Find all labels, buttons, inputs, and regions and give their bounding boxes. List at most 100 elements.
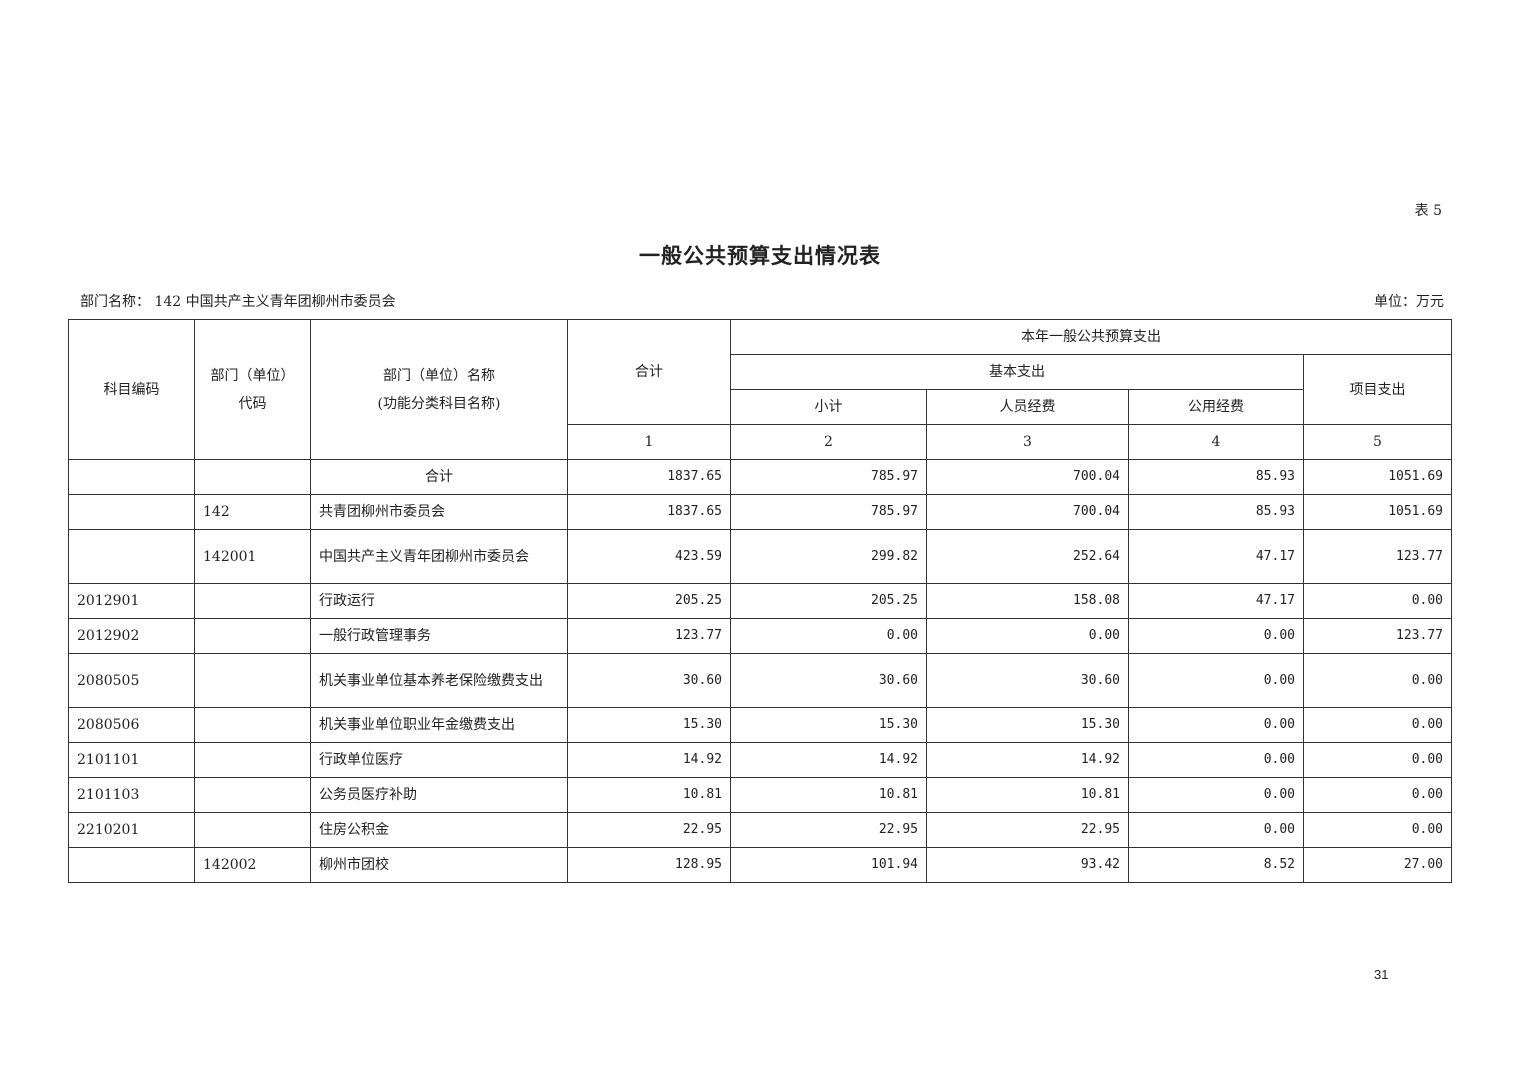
cell-public: 47.17 <box>1128 529 1304 584</box>
cell-total: 15.30 <box>567 707 731 743</box>
unit-label: 单位：万元 <box>1374 294 1444 310</box>
cell-total: 128.95 <box>567 847 731 883</box>
cell-subtotal: 14.92 <box>730 742 927 778</box>
cell-project: 1051.69 <box>1303 459 1452 495</box>
cell-dept-name: 机关事业单位职业年金缴费支出 <box>310 707 568 743</box>
cell-public: 0.00 <box>1128 742 1304 778</box>
cell-project: 0.00 <box>1303 583 1452 619</box>
cell-dept-code <box>194 618 311 654</box>
cell-subject-code: 2101103 <box>68 777 195 813</box>
cell-subject-code <box>68 494 195 530</box>
cell-project: 0.00 <box>1303 812 1452 848</box>
header-dept-name: 部门（单位）名称 (功能分类科目名称) <box>310 319 568 460</box>
cell-dept-code <box>194 653 311 708</box>
cell-public: 0.00 <box>1128 707 1304 743</box>
cell-total: 123.77 <box>567 618 731 654</box>
cell-total: 10.81 <box>567 777 731 813</box>
header-total: 合计 <box>567 319 731 425</box>
cell-personnel: 700.04 <box>926 494 1129 530</box>
cell-public: 0.00 <box>1128 812 1304 848</box>
cell-personnel: 30.60 <box>926 653 1129 708</box>
cell-dept-code <box>194 459 311 495</box>
cell-total: 1837.65 <box>567 459 731 495</box>
cell-dept-code <box>194 777 311 813</box>
table-number: 表 5 <box>1414 203 1442 219</box>
cell-dept-name: 共青团柳州市委员会 <box>310 494 568 530</box>
cell-public: 47.17 <box>1128 583 1304 619</box>
cell-subject-code: 2012902 <box>68 618 195 654</box>
cell-project: 0.00 <box>1303 653 1452 708</box>
cell-subject-code: 2012901 <box>68 583 195 619</box>
header-subtotal: 小计 <box>730 389 927 425</box>
cell-public: 0.00 <box>1128 777 1304 813</box>
cell-personnel: 700.04 <box>926 459 1129 495</box>
cell-subject-code: 2101101 <box>68 742 195 778</box>
cell-dept-name: 住房公积金 <box>310 812 568 848</box>
table-body: 合计 1837.65 785.97 700.04 85.93 1051.69 142 共青团柳… <box>68 459 1452 883</box>
table-row: 142 共青团柳州市委员会 1837.65 785.97 700.04 85.93 1051… <box>68 494 1452 530</box>
cell-subject-code <box>68 459 195 495</box>
header-dept-code: 部门（单位）代码 <box>194 319 311 460</box>
table-row: 2012902 一般行政管理事务 123.77 0.00 0.00 0.00 123.77 <box>68 618 1452 654</box>
cell-subtotal: 10.81 <box>730 777 927 813</box>
table-header: 科目编码 部门（单位）代码 部门（单位）名称 (功能分类科目名称) 合计 本年一… <box>68 319 1452 460</box>
col-num-2: 2 <box>730 424 927 460</box>
header-dept-name-line2: (功能分类科目名称) <box>377 395 501 412</box>
page-number: 31 <box>1374 967 1389 982</box>
header-dept-name-line1: 部门（单位）名称 <box>383 367 495 384</box>
cell-personnel: 14.92 <box>926 742 1129 778</box>
cell-subtotal: 785.97 <box>730 459 927 495</box>
cell-subject-code: 2210201 <box>68 812 195 848</box>
cell-project: 0.00 <box>1303 742 1452 778</box>
budget-table: 科目编码 部门（单位）代码 部门（单位）名称 (功能分类科目名称) 合计 本年一… <box>68 319 1452 883</box>
cell-dept-code: 142001 <box>194 529 311 584</box>
cell-total: 423.59 <box>567 529 731 584</box>
table-row: 142002 柳州市团校 128.95 101.94 93.42 8.52 27.00 <box>68 847 1452 883</box>
table-row: 2012901 行政运行 205.25 205.25 158.08 47.17 0.00 <box>68 583 1452 619</box>
cell-subject-code <box>68 529 195 584</box>
cell-subtotal: 22.95 <box>730 812 927 848</box>
header-basic: 基本支出 <box>730 354 1304 390</box>
header-group: 本年一般公共预算支出 <box>730 319 1452 355</box>
cell-dept-code: 142 <box>194 494 311 530</box>
header-subject-code: 科目编码 <box>68 319 195 460</box>
cell-dept-name: 柳州市团校 <box>310 847 568 883</box>
cell-dept-code <box>194 583 311 619</box>
table-row: 2101103 公务员医疗补助 10.81 10.81 10.81 0.00 0.00 <box>68 777 1452 813</box>
cell-public: 85.93 <box>1128 459 1304 495</box>
cell-dept-code <box>194 812 311 848</box>
table-row: 2210201 住房公积金 22.95 22.95 22.95 0.00 0.00 <box>68 812 1452 848</box>
cell-subject-code <box>68 847 195 883</box>
cell-dept-code <box>194 707 311 743</box>
col-num-5: 5 <box>1303 424 1452 460</box>
cell-public: 85.93 <box>1128 494 1304 530</box>
table-row: 2080505 机关事业单位基本养老保险缴费支出 30.60 30.60 30.60 0.… <box>68 653 1452 708</box>
col-num-4: 4 <box>1128 424 1304 460</box>
cell-project: 27.00 <box>1303 847 1452 883</box>
page-title: 一般公共预算支出情况表 <box>639 243 881 268</box>
cell-personnel: 15.30 <box>926 707 1129 743</box>
cell-dept-code: 142002 <box>194 847 311 883</box>
cell-dept-name: 行政单位医疗 <box>310 742 568 778</box>
cell-dept-name: 机关事业单位基本养老保险缴费支出 <box>310 653 568 708</box>
cell-personnel: 252.64 <box>926 529 1129 584</box>
table-row: 2101101 行政单位医疗 14.92 14.92 14.92 0.00 0.00 <box>68 742 1452 778</box>
cell-project: 123.77 <box>1303 529 1452 584</box>
cell-subtotal: 15.30 <box>730 707 927 743</box>
cell-dept-name: 公务员医疗补助 <box>310 777 568 813</box>
cell-project: 1051.69 <box>1303 494 1452 530</box>
table-row: 2080506 机关事业单位职业年金缴费支出 15.30 15.30 15.30 0.00… <box>68 707 1452 743</box>
cell-subtotal: 785.97 <box>730 494 927 530</box>
cell-total: 30.60 <box>567 653 731 708</box>
cell-subtotal: 299.82 <box>730 529 927 584</box>
cell-dept-code <box>194 742 311 778</box>
table-row: 142001 中国共产主义青年团柳州市委员会 423.59 299.82 252.64 4… <box>68 529 1452 584</box>
cell-subtotal: 101.94 <box>730 847 927 883</box>
cell-personnel: 158.08 <box>926 583 1129 619</box>
col-num-1: 1 <box>567 424 731 460</box>
cell-subtotal: 30.60 <box>730 653 927 708</box>
cell-dept-name: 行政运行 <box>310 583 568 619</box>
cell-personnel: 0.00 <box>926 618 1129 654</box>
cell-dept-name: 一般行政管理事务 <box>310 618 568 654</box>
cell-subtotal: 0.00 <box>730 618 927 654</box>
